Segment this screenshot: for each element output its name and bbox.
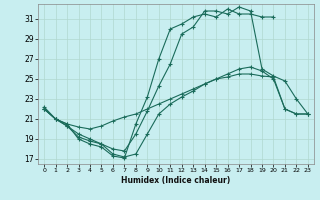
- X-axis label: Humidex (Indice chaleur): Humidex (Indice chaleur): [121, 176, 231, 185]
